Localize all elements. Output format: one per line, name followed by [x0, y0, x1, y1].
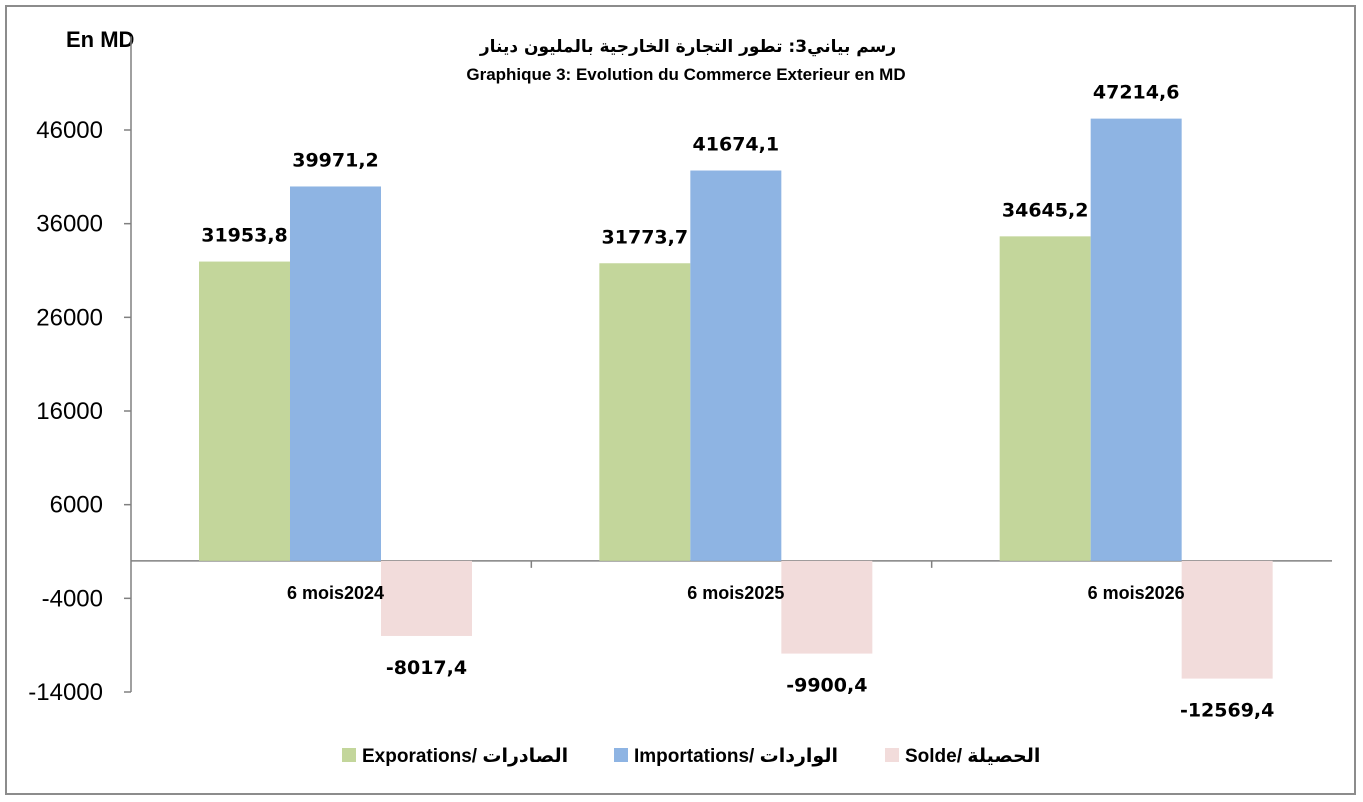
y-tick-label: 16000: [36, 398, 103, 425]
legend: Exporations/ الصادرات Importations/ الوار…: [342, 746, 1040, 767]
bar: [781, 560, 873, 654]
bar: [290, 186, 381, 561]
chart-title-arabic: رسم بياني3: تطور التجارة الخارجية بالملي…: [479, 37, 896, 57]
y-tick-label: 6000: [50, 492, 103, 519]
bar: [690, 170, 782, 561]
data-label: -12569,4: [1180, 700, 1274, 722]
y-tick-label: 36000: [36, 211, 103, 238]
bar: [599, 263, 691, 561]
y-tick-label: 26000: [36, 304, 103, 331]
chart-title: Graphique 3: Evolution du Commerce Exter…: [466, 65, 905, 84]
data-label: 31773,7: [602, 226, 689, 248]
unit-label: En MD: [66, 27, 134, 52]
legend-swatch: [614, 748, 628, 762]
plot-area: -14000 -4000 6000 16000 26000 36000 46000 31953…: [28, 36, 1332, 722]
data-label: -8017,4: [386, 657, 467, 679]
bar: [1181, 560, 1273, 679]
y-tick-label: 46000: [36, 117, 103, 144]
legend-entry: Exporations/ الصادرات: [362, 746, 568, 767]
legend-entry: Solde/ الحصيلة: [905, 746, 1040, 767]
y-tick-label: -14000: [28, 679, 103, 706]
data-label: 39971,2: [292, 149, 379, 171]
data-label: 34645,2: [1002, 199, 1089, 221]
bar: [199, 261, 290, 561]
legend-swatch: [885, 748, 899, 762]
data-label: 31953,8: [201, 225, 288, 247]
bar: [999, 236, 1091, 561]
legend-swatch: [342, 748, 356, 762]
y-tick-label: -4000: [42, 585, 103, 612]
bar: [381, 560, 472, 636]
category-label: 6 mois2024: [287, 583, 384, 603]
bar: [1090, 118, 1182, 561]
data-label: 47214,6: [1093, 82, 1180, 104]
data-label: -9900,4: [786, 675, 867, 697]
category-label: 6 mois2026: [1088, 583, 1185, 603]
data-label: 41674,1: [693, 134, 780, 156]
legend-entry: Importations/ الواردات: [634, 746, 838, 767]
category-label: 6 mois2025: [687, 583, 784, 603]
